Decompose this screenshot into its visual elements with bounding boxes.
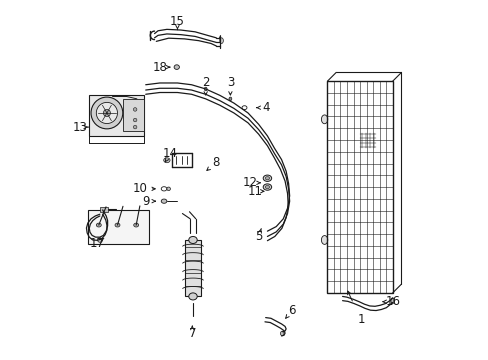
- Text: 15: 15: [170, 15, 184, 28]
- Text: 5: 5: [254, 230, 262, 243]
- Ellipse shape: [390, 298, 394, 303]
- Ellipse shape: [263, 184, 271, 190]
- Text: 9: 9: [142, 195, 149, 208]
- Ellipse shape: [115, 223, 120, 227]
- Ellipse shape: [161, 199, 166, 203]
- Text: 6: 6: [288, 304, 295, 317]
- Bar: [122, 99, 143, 131]
- Ellipse shape: [133, 223, 139, 227]
- Text: 14: 14: [163, 147, 178, 160]
- Ellipse shape: [133, 118, 137, 122]
- Text: 11: 11: [247, 185, 262, 198]
- Bar: [327, 81, 392, 293]
- Ellipse shape: [280, 331, 284, 336]
- Text: 2: 2: [202, 76, 209, 90]
- Ellipse shape: [103, 109, 110, 117]
- Text: 3: 3: [226, 76, 234, 90]
- Ellipse shape: [219, 38, 223, 44]
- Text: 17: 17: [89, 237, 104, 250]
- Text: 8: 8: [212, 156, 220, 169]
- Text: 12: 12: [243, 176, 258, 189]
- Bar: [100, 207, 107, 212]
- Ellipse shape: [166, 187, 170, 190]
- Bar: [184, 240, 201, 296]
- Text: 4: 4: [262, 101, 269, 114]
- Bar: [87, 210, 149, 243]
- Text: 18: 18: [153, 60, 167, 73]
- Ellipse shape: [204, 87, 207, 91]
- Ellipse shape: [163, 158, 170, 163]
- Ellipse shape: [96, 223, 101, 227]
- Text: 1: 1: [356, 313, 364, 326]
- Ellipse shape: [265, 177, 269, 180]
- Ellipse shape: [228, 97, 231, 100]
- Ellipse shape: [133, 125, 137, 129]
- Text: 13: 13: [72, 121, 87, 134]
- Ellipse shape: [263, 175, 271, 181]
- Ellipse shape: [91, 97, 122, 129]
- Ellipse shape: [321, 115, 327, 124]
- Ellipse shape: [265, 185, 269, 189]
- Bar: [89, 95, 143, 136]
- Ellipse shape: [188, 293, 197, 300]
- Ellipse shape: [188, 237, 197, 243]
- Text: 10: 10: [133, 182, 147, 195]
- Ellipse shape: [96, 102, 117, 123]
- Ellipse shape: [321, 235, 327, 244]
- Text: 16: 16: [385, 295, 399, 308]
- Text: 7: 7: [188, 327, 196, 340]
- Ellipse shape: [133, 108, 137, 111]
- Ellipse shape: [98, 238, 102, 242]
- Ellipse shape: [174, 65, 179, 69]
